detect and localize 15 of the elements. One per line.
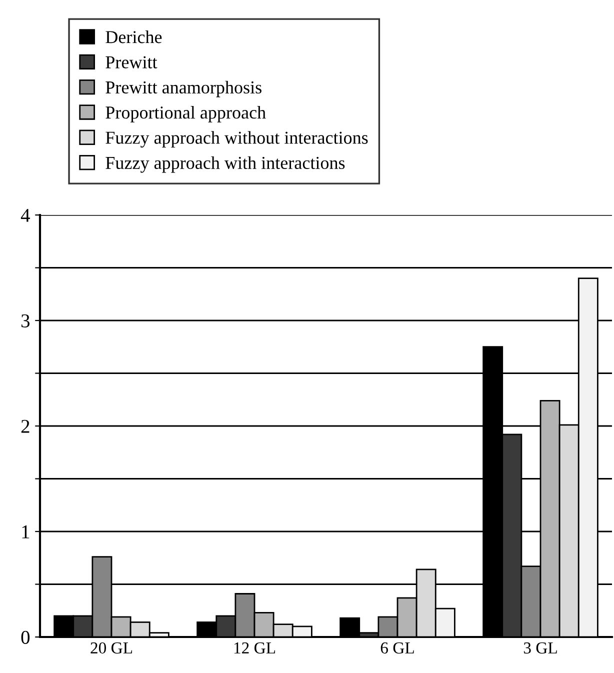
y-tick-label: 3: [21, 314, 30, 328]
legend-label: Prewitt anamorphosis: [106, 80, 262, 98]
x-tick-label: 20 GL: [90, 642, 132, 654]
legend-label: Prewitt: [106, 56, 158, 68]
legend-label: Fuzzy approach with interactions: [106, 156, 345, 173]
x-tick-label: 6 GL: [380, 642, 414, 654]
y-tick-label: 1: [22, 525, 30, 538]
y-tick-label: 4: [20, 208, 30, 222]
y-tick-label: 0: [21, 630, 30, 644]
y-tick-label: 2: [21, 420, 30, 433]
legend-label: Proportional approach: [106, 106, 266, 122]
x-tick-label: 12 GL: [234, 642, 276, 654]
legend-label: Deriche: [106, 30, 162, 44]
x-tick-label: 3 GL: [524, 642, 557, 654]
legend-label: Fuzzy approach without interactions: [106, 131, 368, 148]
